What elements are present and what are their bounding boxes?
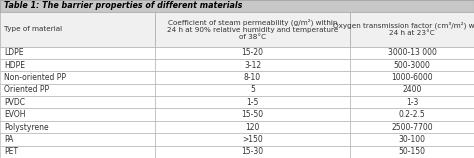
Bar [155,96,350,109]
Text: 2400: 2400 [402,85,422,94]
Bar [155,47,350,59]
Text: 1000-6000: 1000-6000 [391,73,433,82]
Bar [0,47,155,59]
Bar [0,71,155,84]
Bar [350,121,474,133]
Text: >150: >150 [242,135,263,144]
Text: LDPE: LDPE [4,48,23,57]
Bar [0,146,155,158]
Bar [155,146,350,158]
Text: 15-50: 15-50 [241,110,264,119]
Bar [155,59,350,71]
Text: 2500-7700: 2500-7700 [391,123,433,132]
Bar [350,84,474,96]
Text: 0.2-2.5: 0.2-2.5 [399,110,425,119]
Text: 8-10: 8-10 [244,73,261,82]
Bar [350,133,474,146]
Bar [350,47,474,59]
Text: 3-12: 3-12 [244,61,261,70]
Bar [350,59,474,71]
Bar [350,146,474,158]
Text: Type of material: Type of material [4,26,62,32]
Text: Non-oriented PP: Non-oriented PP [4,73,66,82]
Text: 1-5: 1-5 [246,98,259,107]
Bar [155,121,350,133]
Text: 500-3000: 500-3000 [393,61,430,70]
Bar [350,12,474,47]
Text: Coefficient of steam permeability (g/m²) within
24 h at 90% relative humidity an: Coefficient of steam permeability (g/m²)… [167,18,338,40]
Bar [0,0,474,12]
Text: 1-3: 1-3 [406,98,418,107]
Text: 3000-13 000: 3000-13 000 [388,48,437,57]
Text: Oriented PP: Oriented PP [4,85,49,94]
Text: 50-150: 50-150 [399,147,426,156]
Text: EVOH: EVOH [4,110,25,119]
Text: Oxygen transmission factor (cm³/m²) within
24 h at 23°C: Oxygen transmission factor (cm³/m²) with… [333,22,474,36]
Bar [0,133,155,146]
Text: Table 1: The barrier properties of different materials: Table 1: The barrier properties of diffe… [4,1,242,10]
Bar [350,109,474,121]
Text: 30-100: 30-100 [399,135,426,144]
Bar [0,96,155,109]
Bar [350,96,474,109]
Bar [155,12,350,47]
Text: 5: 5 [250,85,255,94]
Bar [0,121,155,133]
Text: 15-30: 15-30 [241,147,264,156]
Bar [0,59,155,71]
Bar [350,71,474,84]
Bar [0,109,155,121]
Bar [155,133,350,146]
Bar [0,12,155,47]
Text: 120: 120 [246,123,260,132]
Text: 15-20: 15-20 [241,48,264,57]
Text: PVDC: PVDC [4,98,25,107]
Bar [155,71,350,84]
Text: PA: PA [4,135,13,144]
Text: PET: PET [4,147,18,156]
Bar [155,84,350,96]
Text: HDPE: HDPE [4,61,25,70]
Bar [0,84,155,96]
Bar [155,109,350,121]
Text: Polystyrene: Polystyrene [4,123,48,132]
